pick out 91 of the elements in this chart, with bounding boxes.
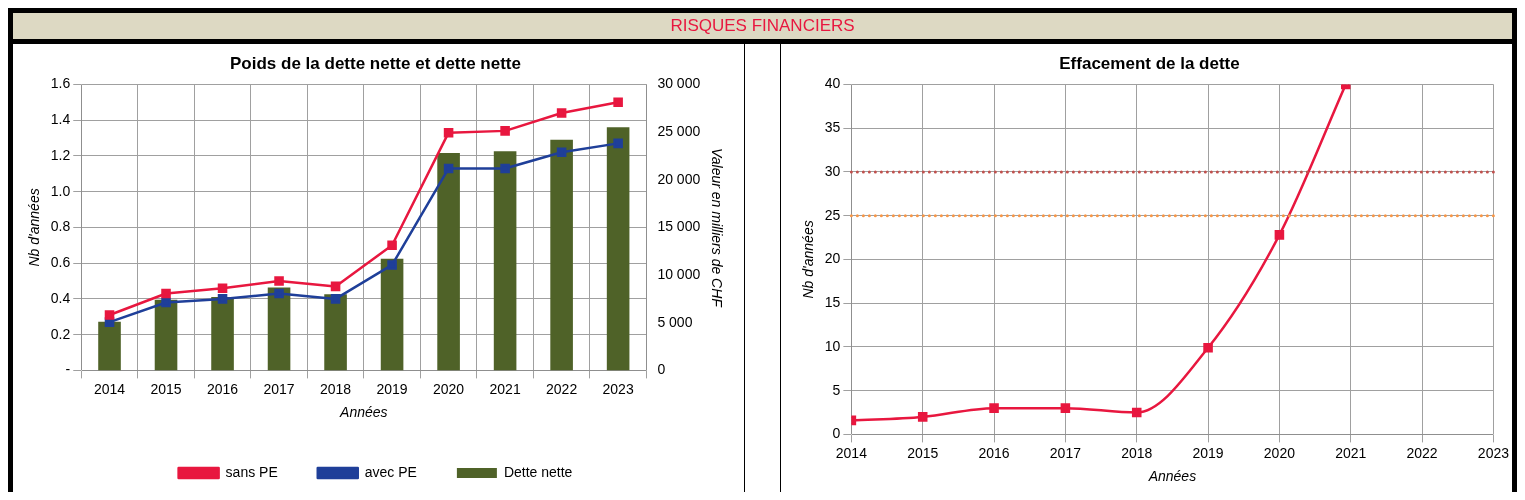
y-tick-label: 10 [824, 337, 841, 354]
bar [98, 321, 121, 371]
bar [606, 127, 630, 371]
chart-title: Poids de la dette nette et dette nette [230, 53, 521, 73]
point [989, 403, 999, 413]
point [1131, 407, 1142, 418]
y-tick-label: 35 [824, 119, 841, 136]
point [217, 283, 228, 293]
point [161, 297, 171, 308]
x-tick-label: 2014 [835, 444, 868, 461]
point [330, 294, 341, 304]
point [500, 126, 510, 136]
x-tick-label: 2018 [319, 380, 352, 397]
x-tick-label: 2018 [1121, 444, 1153, 461]
bar [493, 151, 517, 371]
legend-label: avec PE [364, 463, 417, 480]
point [443, 127, 454, 138]
y-tick-label: 1.2 [50, 146, 71, 163]
y-tick-label: 0.4 [50, 289, 71, 306]
x-axis-title: Années [1147, 468, 1197, 485]
point [443, 163, 454, 174]
point [917, 412, 928, 422]
point [387, 240, 397, 251]
point [500, 163, 510, 174]
y-tick-label: 0.6 [50, 254, 71, 271]
text: RISQUES FINANCIERS [13, 13, 1512, 44]
y-axis-title: Nb d'années [26, 188, 43, 267]
point [274, 288, 284, 299]
bar [437, 153, 460, 371]
x-tick-label: 2019 [376, 380, 408, 397]
bar [211, 296, 234, 371]
y-tick-label: 1.6 [50, 75, 71, 92]
x-tick-label: 2016 [978, 444, 1010, 461]
y2-tick-label: 25 000 [657, 122, 701, 139]
y-tick-label: 0 [832, 425, 841, 442]
point [1203, 342, 1213, 353]
y-tick-label: 1.0 [50, 182, 71, 199]
x-tick-label: 2017 [1049, 444, 1082, 461]
y2-tick-label: 10 000 [657, 265, 701, 282]
point [274, 276, 284, 286]
y-tick-label: - [65, 361, 71, 378]
y-tick-label: 0.2 [50, 325, 71, 342]
y-tick-label: 1.4 [50, 111, 71, 128]
bar [154, 299, 178, 371]
bar [267, 287, 291, 371]
bar [324, 294, 347, 371]
y2-tick-label: 5 000 [657, 313, 693, 330]
x-tick-label: 2016 [206, 380, 239, 397]
y-tick-label: 0.8 [50, 218, 71, 235]
y-tick-label: 5 [832, 381, 841, 398]
bar [380, 258, 404, 371]
x-tick-label: 2019 [1192, 444, 1224, 461]
point [1274, 230, 1285, 240]
point [330, 281, 341, 292]
x-tick-label: 2015 [907, 444, 939, 461]
y2-tick-label: 15 000 [657, 218, 701, 235]
point [104, 310, 115, 320]
y-axis-title: Nb d'années [800, 220, 817, 299]
chart-title: Effacement de la dette [1059, 53, 1240, 73]
point [217, 294, 228, 304]
point [613, 97, 623, 108]
x-tick-label: 2023 [1477, 444, 1510, 461]
y-tick-label: 25 [824, 206, 841, 223]
x-tick-label: 2017 [263, 380, 295, 397]
x-tick-label: 2023 [602, 380, 634, 397]
y2-tick-label: 20 000 [657, 170, 701, 187]
y2-tick-label: 0 [657, 361, 666, 378]
point [556, 108, 567, 118]
bar [550, 139, 573, 371]
point [161, 288, 171, 299]
x-tick-label: 2014 [93, 380, 126, 397]
y-tick-label: 20 [824, 250, 841, 267]
x-tick-label: 2022 [1406, 444, 1438, 461]
y-tick-label: 30 [824, 162, 841, 179]
x-axis-title: Années [339, 404, 388, 421]
x-tick-label: 2022 [546, 380, 578, 397]
legend-label: sans PE [225, 463, 278, 480]
legend-label: Dette nette [503, 463, 573, 480]
point [1060, 403, 1071, 413]
x-tick-label: 2020 [433, 380, 465, 397]
point [556, 147, 567, 158]
y2-tick-label: 30 000 [657, 75, 701, 92]
x-tick-label: 2015 [150, 380, 182, 397]
point [387, 260, 397, 270]
x-tick-label: 2021 [1335, 444, 1367, 461]
point [613, 138, 623, 149]
y-tick-label: 15 [824, 294, 841, 311]
x-tick-label: 2020 [1263, 444, 1296, 461]
x-tick-label: 2021 [489, 380, 521, 397]
y-tick-label: 40 [824, 75, 841, 92]
y2-axis-title: Valeur en milliers de CHF [708, 147, 725, 309]
